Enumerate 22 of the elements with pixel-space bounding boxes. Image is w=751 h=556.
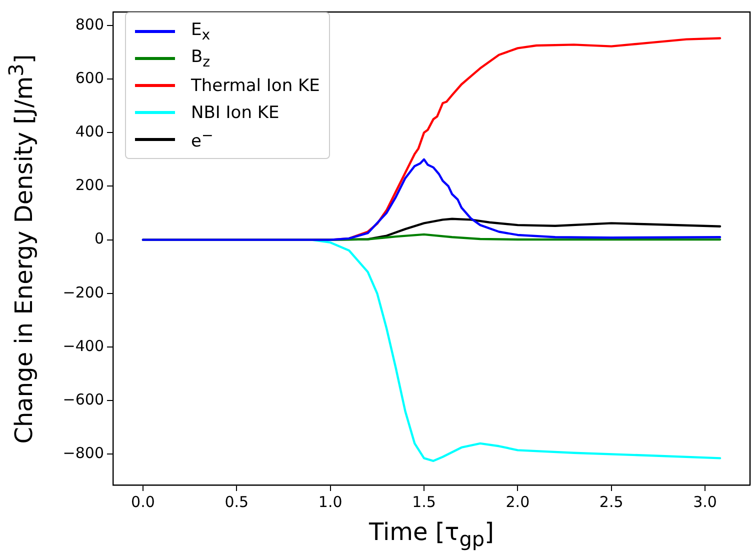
y-tick-label: −400 [62,336,104,355]
legend-label: NBI Ion KE [191,102,280,122]
y-tick-label: −800 [62,444,104,462]
y-tick-label: −200 [62,283,104,302]
y-tick-label: 800 [75,15,104,34]
y-tick-label: 600 [75,68,104,87]
legend-label: E$_{x}$ [191,20,210,44]
y-tick-label: −600 [62,390,104,408]
y-tick-label: 400 [75,122,104,140]
x-tick-label: 1.5 [412,492,436,511]
y-tick-label: 200 [75,176,104,194]
x-tick-label: 2.5 [599,492,624,511]
x-tick-label: 0.0 [131,492,155,511]
legend-label: Thermal Ion KE [191,76,320,96]
y-tick-label: 0 [94,230,104,248]
x-tick-label: 0.5 [224,492,249,511]
legend-label: e$^{−}$ [191,128,214,152]
x-tick-label: 1.0 [318,492,342,511]
legend-label: B$_{z}$ [191,46,210,70]
x-axis-title: Time [τ$_{gp}$] [368,518,495,551]
x-tick-label: 3.0 [693,492,717,511]
x-tick-label: 2.0 [506,492,530,511]
